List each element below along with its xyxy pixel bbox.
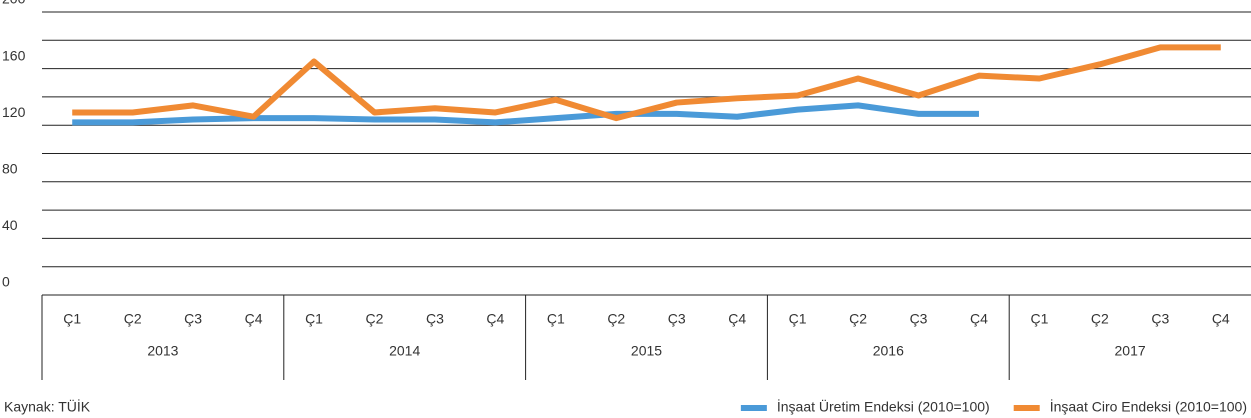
y-tick-label: 120 [2, 104, 26, 120]
year-label: 2016 [873, 343, 904, 359]
y-tick-label: 0 [2, 274, 10, 290]
y-tick-label: 160 [2, 47, 26, 63]
year-label: 2014 [389, 343, 420, 359]
x-tick-label: Ç1 [63, 311, 81, 327]
x-tick-label: Ç2 [607, 311, 625, 327]
x-tick-label: Ç4 [245, 311, 263, 327]
source-note: Kaynak: TÜİK [4, 398, 91, 415]
x-tick-label: Ç4 [486, 311, 504, 327]
x-tick-label: Ç2 [366, 311, 384, 327]
series-line [72, 102, 979, 126]
y-tick-label: 40 [2, 217, 18, 233]
legend-swatch [1013, 405, 1040, 411]
x-tick-label: Ç2 [124, 311, 142, 327]
y-tick-label: 200 [2, 0, 26, 7]
x-tick-label: Ç2 [849, 311, 867, 327]
legend-label: İnşaat Ciro Endeksi (2010=100) [1050, 398, 1247, 415]
x-tick-label: Ç4 [970, 311, 988, 327]
series-line [72, 44, 1221, 122]
x-tick-label: Ç3 [426, 311, 444, 327]
x-tick-label: Ç4 [728, 311, 746, 327]
x-tick-label: Ç3 [1151, 311, 1169, 327]
y-tick-label: 80 [2, 161, 18, 177]
x-tick-label: Ç3 [668, 311, 686, 327]
x-tick-label: Ç1 [547, 311, 565, 327]
x-tick-label: Ç1 [789, 311, 807, 327]
x-tick-label: Ç1 [1030, 311, 1048, 327]
x-tick-label: Ç3 [184, 311, 202, 327]
x-tick-label: Ç4 [1212, 311, 1230, 327]
year-label: 2017 [1115, 343, 1146, 359]
x-tick-label: Ç1 [305, 311, 323, 327]
x-tick-label: Ç2 [1091, 311, 1109, 327]
x-tick-label: Ç3 [910, 311, 928, 327]
legend-swatch [740, 405, 767, 411]
year-label: 2013 [147, 343, 178, 359]
year-label: 2015 [631, 343, 662, 359]
legend-label: İnşaat Üretim Endeksi (2010=100) [777, 398, 990, 415]
